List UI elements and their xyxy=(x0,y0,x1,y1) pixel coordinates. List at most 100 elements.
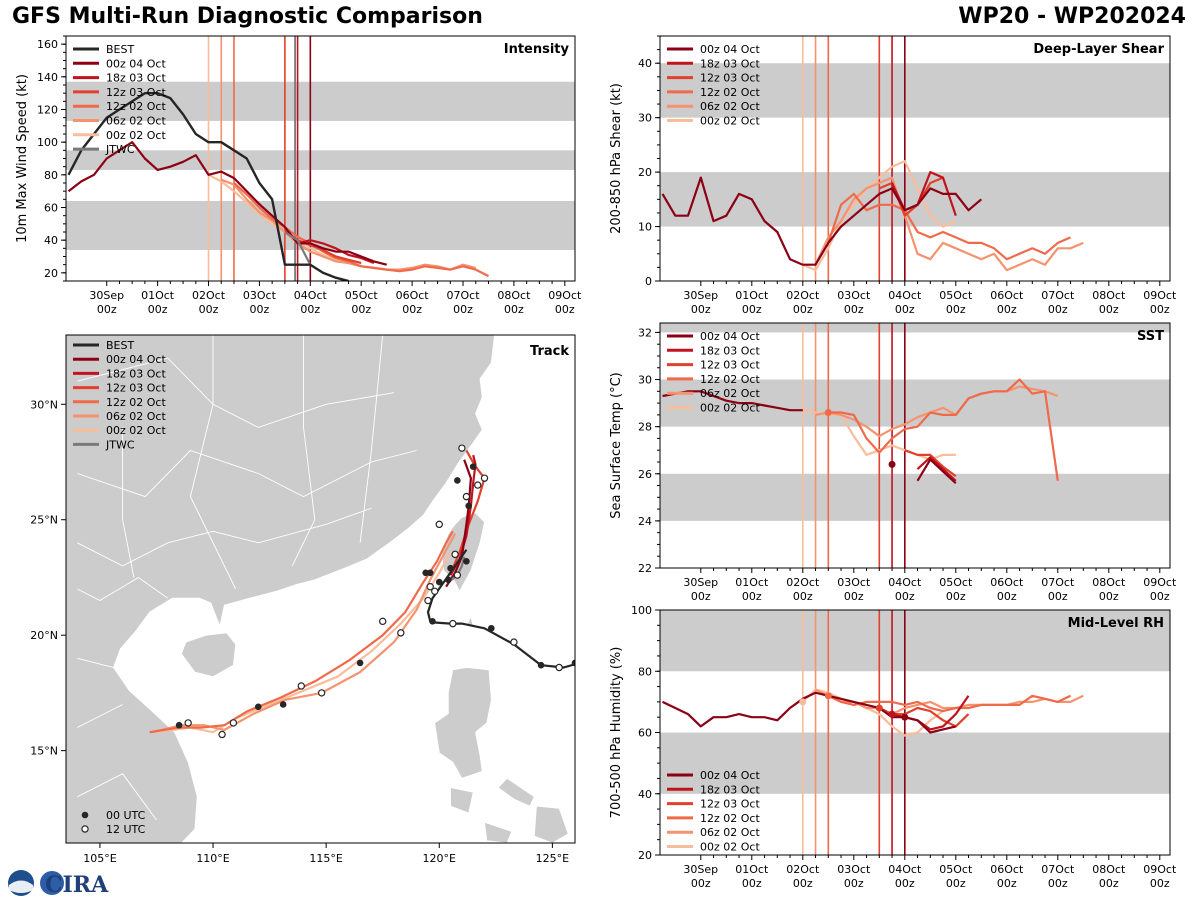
intensity-ytick-label: 60 xyxy=(44,202,58,215)
intensity-ytick-label: 140 xyxy=(37,71,58,84)
rh-legend-label: 12z 03 Oct xyxy=(700,798,760,811)
track-panel: 105°E 110°E 115°E 120°E 125°E 15°N 20°N 25°N 30°… xyxy=(30,334,576,865)
intensity-xtick-day-label: 05Oct xyxy=(345,289,379,302)
track-point-00utc xyxy=(454,477,461,484)
track-lat-label: 30°N xyxy=(30,398,58,411)
intensity-xtick-day-label: 02Oct xyxy=(192,289,226,302)
province-border xyxy=(359,335,384,543)
intensity-xtick-day-label: 06Oct xyxy=(396,289,430,302)
sst-xtick-day-label: 03Oct xyxy=(837,576,871,589)
rh-xtick-hour-label: 00z xyxy=(691,877,711,890)
intensity-legend-label: JTWC xyxy=(105,143,135,156)
shear-legend-label: 00z 02 Oct xyxy=(700,115,760,128)
track-legend-label: JTWC xyxy=(105,438,135,451)
marker-legend-swatch-filled xyxy=(81,811,89,819)
rh-legend-label: 06z 02 Oct xyxy=(700,826,760,839)
sst-ytick-label: 28 xyxy=(638,421,652,434)
sst-legend-label: 12z 02 Oct xyxy=(700,373,760,386)
shear-series-line xyxy=(661,176,983,266)
page-title: GFS Multi-Run Diagnostic Comparison xyxy=(12,4,483,29)
rh-panel-title: Mid-Level RH xyxy=(1068,616,1164,631)
shear-xtick-hour-label: 00z xyxy=(1099,303,1119,316)
luzon-island xyxy=(434,667,492,779)
intensity-xtick-hour-label: 00z xyxy=(199,303,219,316)
intensity-legend-label: 12z 03 Oct xyxy=(106,86,166,99)
rh-init-marker xyxy=(875,704,883,712)
intensity-xtick-hour-label: 00z xyxy=(504,303,524,316)
sst-series-line xyxy=(916,456,957,482)
track-lat-label: 20°N xyxy=(30,629,58,642)
track-point-00utc xyxy=(537,661,545,669)
track-point-00utc xyxy=(279,701,287,708)
shear-xtick-hour-label: 00z xyxy=(895,303,915,316)
intensity-legend-label: 18z 03 Oct xyxy=(106,72,166,85)
province-border xyxy=(77,704,123,728)
intensity-xtick-hour-label: 00z xyxy=(453,303,473,316)
cira-logo-text: CIRA xyxy=(45,872,109,898)
intensity-legend-label: 12z 02 Oct xyxy=(106,100,166,113)
track-legend-label: 00z 02 Oct xyxy=(106,424,166,437)
track-point-00utc xyxy=(435,578,443,586)
track-line xyxy=(426,549,575,669)
rh-shading-band xyxy=(660,610,1170,672)
track-lon-label: 115°E xyxy=(309,852,342,865)
track-point-12utc xyxy=(458,444,466,452)
track-point-12utc xyxy=(218,730,226,739)
sst-ylabel: Sea Surface Temp (°C) xyxy=(609,372,624,519)
rh-init-marker xyxy=(888,710,896,718)
shear-xtick-day-label: 04Oct xyxy=(888,289,922,302)
shear-series-line xyxy=(814,176,1084,272)
sst-shading-band xyxy=(660,323,1170,333)
sst-legend-label: 12z 03 Oct xyxy=(700,359,760,372)
track-point-12utc xyxy=(379,617,387,626)
shear-xtick-hour-label: 00z xyxy=(691,303,711,316)
shear-xtick-day-label: 02Oct xyxy=(786,289,820,302)
rh-legend-label: 00z 02 Oct xyxy=(700,841,760,854)
track-point-00utc xyxy=(422,569,429,577)
intensity-xtick-hour-label: 00z xyxy=(250,303,270,316)
track-point-12utc xyxy=(184,719,192,727)
intensity-legend-label: 06z 02 Oct xyxy=(106,115,166,128)
sst-legend-label: 00z 02 Oct xyxy=(700,402,760,415)
track-legend-label: 00z 04 Oct xyxy=(106,353,166,366)
track-point-00utc xyxy=(356,659,364,667)
cira-logo: CIRA xyxy=(8,870,109,898)
bicol-island xyxy=(497,777,535,807)
rh-xtick-day-label: 08Oct xyxy=(1092,863,1126,876)
sst-legend-label: 06z 02 Oct xyxy=(700,387,760,400)
rh-xtick-day-label: 03Oct xyxy=(837,863,871,876)
hainan-island xyxy=(180,632,237,678)
track-point-12utc xyxy=(480,474,489,482)
shear-series-line xyxy=(827,192,1071,261)
track-point-12utc xyxy=(449,619,457,628)
intensity-xtick-day-label: 09Oct xyxy=(548,289,582,302)
sst-ytick-label: 24 xyxy=(638,515,652,528)
rh-ytick-label: 100 xyxy=(631,604,652,617)
rh-shading-band xyxy=(660,732,1170,794)
intensity-xtick-day-label: 03Oct xyxy=(243,289,277,302)
rh-xtick-day-label: 04Oct xyxy=(888,863,922,876)
sst-xtick-day-label: 08Oct xyxy=(1092,576,1126,589)
sst-shading-band xyxy=(660,473,1170,521)
track-point-00utc xyxy=(571,659,575,667)
province-border xyxy=(77,357,395,428)
sst-ytick-label: 22 xyxy=(638,562,652,575)
track-point-12utc xyxy=(426,582,434,591)
rh-xtick-hour-label: 00z xyxy=(946,877,966,890)
intensity-plot-area xyxy=(66,36,575,281)
intensity-series-line xyxy=(67,141,387,266)
sst-xtick-day-label: 01Oct xyxy=(735,576,769,589)
rh-xtick-hour-label: 00z xyxy=(1048,877,1068,890)
shear-panel: 01020304030Sep00z01Oct00z02Oct00z03Oct00… xyxy=(609,35,1177,316)
intensity-xtick-day-label: 01Oct xyxy=(141,289,175,302)
rh-plot-area xyxy=(660,610,1170,855)
intensity-ytick-label: 80 xyxy=(44,169,58,182)
samar-island xyxy=(533,805,569,843)
shear-xtick-hour-label: 00z xyxy=(1048,303,1068,316)
sst-xtick-hour-label: 00z xyxy=(691,590,711,603)
rh-init-marker xyxy=(799,698,807,706)
track-point-12utc xyxy=(424,596,432,605)
shear-xtick-hour-label: 00z xyxy=(742,303,762,316)
rh-xtick-hour-label: 00z xyxy=(1150,877,1170,890)
shear-legend-label: 18z 03 Oct xyxy=(700,57,760,70)
